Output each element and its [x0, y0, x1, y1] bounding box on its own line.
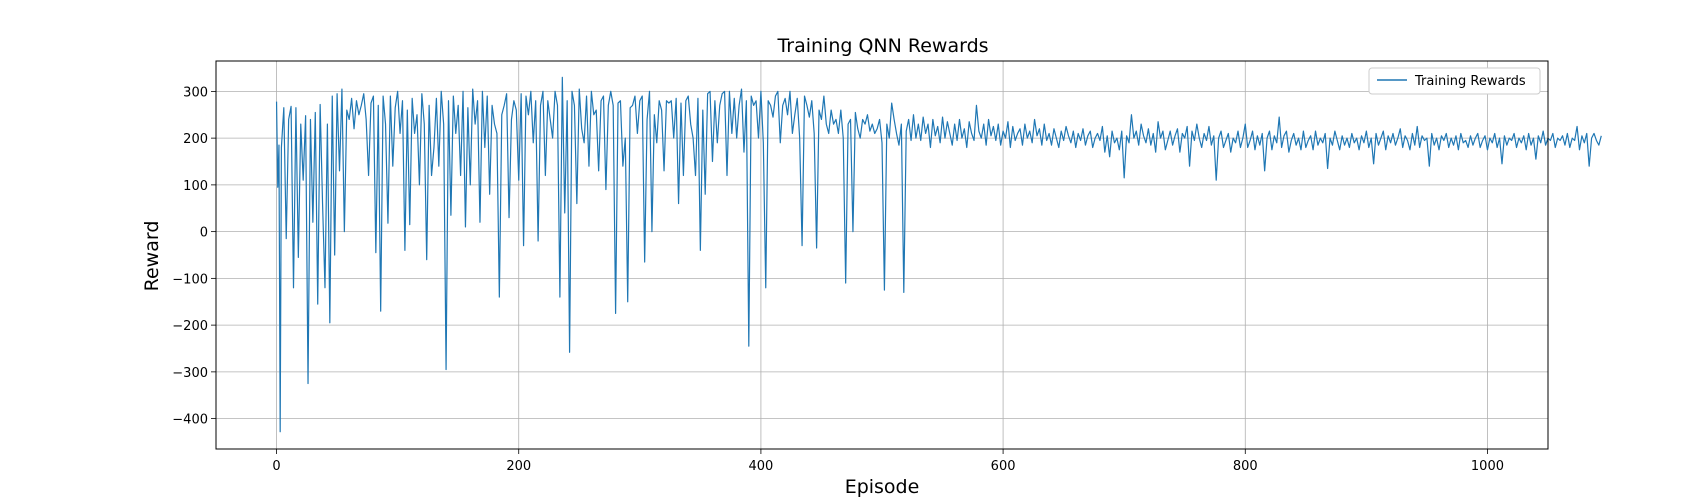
legend-label: Training Rewards [1414, 74, 1526, 89]
x-tick-label: 600 [991, 459, 1016, 474]
x-tick-label: 200 [506, 459, 531, 474]
y-tick-label: 300 [183, 85, 208, 100]
x-axis-ticks: 0 200 400 600 800 1000 [272, 449, 1504, 474]
y-tick-label: −200 [172, 319, 208, 334]
grid [216, 61, 1548, 449]
y-tick-label: −100 [172, 272, 208, 287]
y-tick-label: −400 [172, 413, 208, 428]
x-axis-title: Episode [845, 476, 920, 498]
x-tick-label: 800 [1233, 459, 1258, 474]
plot-frame [215, 60, 1549, 450]
y-tick-label: 200 [183, 132, 208, 147]
x-tick-label: 400 [748, 459, 773, 474]
x-tick-label: 0 [272, 459, 280, 474]
y-axis-title: Reward [141, 221, 163, 292]
y-tick-label: 100 [183, 179, 208, 194]
x-tick-label: 1000 [1471, 459, 1504, 474]
legend-box [1368, 67, 1541, 95]
y-tick-label: −300 [172, 366, 208, 381]
chart-title: Training QNN Rewards [776, 35, 988, 57]
y-axis-ticks: −400 −300 −200 −100 0 100 200 300 [172, 85, 216, 428]
legend: Training Rewards [1368, 67, 1541, 95]
y-tick-label: 0 [200, 226, 208, 241]
series-line-training-rewards [275, 76, 1602, 433]
